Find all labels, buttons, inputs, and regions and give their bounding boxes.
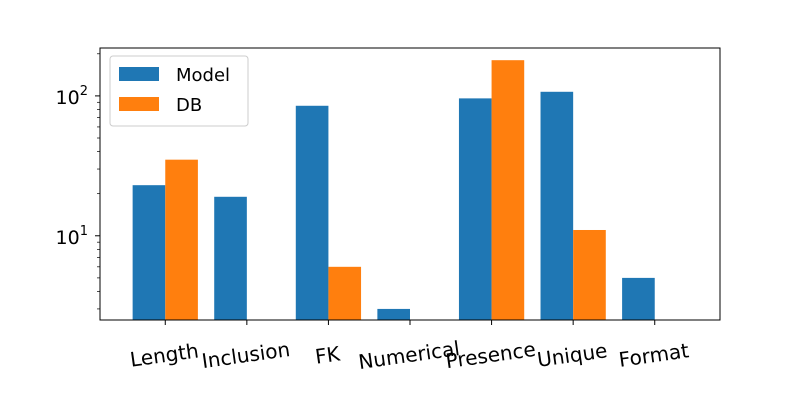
bar-model-numerical — [377, 308, 410, 320]
bar-model-unique — [540, 91, 574, 320]
legend-label-model: Model — [176, 65, 230, 86]
x-tick-label-format: Format — [617, 338, 690, 372]
x-tick-label-unique: Unique — [536, 338, 609, 372]
bar-db-unique — [573, 229, 606, 320]
x-tick-label-inclusion: Inclusion — [200, 337, 291, 373]
bar-db-fk — [328, 266, 362, 320]
legend-label-db: DB — [176, 95, 202, 116]
bar-model-length — [132, 185, 166, 320]
x-tick-label-length: Length — [128, 338, 200, 371]
y-axis: 101 102 — [56, 53, 100, 310]
bar-model-inclusion — [214, 196, 247, 320]
legend-swatch-model — [119, 67, 159, 81]
bar-model-fk — [295, 105, 329, 320]
bar-model-format — [622, 277, 655, 320]
x-axis: Length Inclusion FK NumericalPresenceUnique… — [128, 320, 690, 374]
bar-model-presence — [458, 98, 492, 320]
legend: Model DB — [109, 55, 249, 127]
bars-layer — [132, 60, 655, 320]
x-tick-label-fk: FK — [314, 341, 343, 368]
y-tick-label: 101 — [56, 224, 88, 249]
bar-db-length — [165, 159, 198, 320]
y-tick-label: 102 — [56, 84, 88, 109]
bar-db-presence — [491, 60, 525, 320]
legend-swatch-db — [119, 97, 159, 111]
